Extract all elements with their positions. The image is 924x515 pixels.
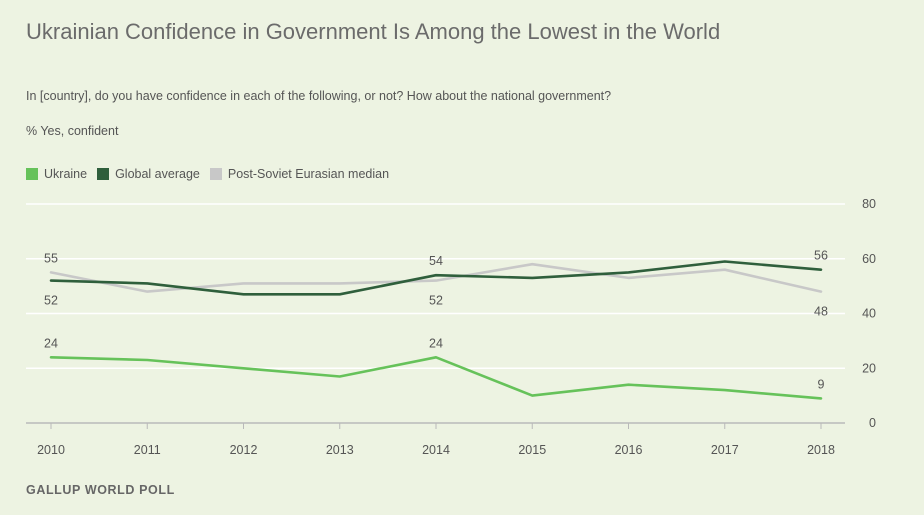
x-tick-label: 2015 [518,443,546,457]
x-tick-label: 2012 [230,443,258,457]
data-label: 54 [429,254,443,268]
series-line-global-average [49,260,823,296]
legend-swatch-global-average [97,168,110,180]
data-label: 48 [814,305,828,319]
legend-label-global-average: Global average [115,167,200,181]
y-tick-label: 0 [869,416,876,430]
series-line-ukraine [49,355,823,400]
chart-subtitle: In [country], do you have confidence in … [26,89,612,103]
series-line-post-soviet-eurasian-median [49,262,823,293]
x-tick-label: 2016 [615,443,643,457]
data-label: 52 [429,294,443,308]
y-tick-label: 80 [862,197,876,211]
legend-swatch-post-soviet-median [209,168,222,180]
x-tick-label: 2018 [807,443,835,457]
data-label: 9 [818,377,825,391]
data-label: 56 [814,249,828,263]
legend-label-ukraine: Ukraine [44,167,88,181]
legend-item-ukraine: Ukraine [26,167,87,181]
legend-item-global-average: Global average [97,167,200,181]
data-label: 24 [429,336,443,350]
legend-item-post-soviet-median: Post-Soviet Eurasian median [209,167,390,181]
x-tick-label: 2013 [326,443,354,457]
legend-label-post-soviet-median: Post-Soviet Eurasian median [227,167,390,181]
legend-swatch-ukraine [26,168,38,180]
x-tick-label: 2014 [422,443,450,457]
x-tick-label: 2010 [37,443,65,457]
legend: Ukraine Global average Post-Soviet Euras… [26,167,389,181]
unit-label: % Yes, confident [26,124,119,138]
data-label: 55 [44,251,58,265]
y-tick-label: 60 [862,252,876,266]
x-tick-label: 2017 [711,443,739,457]
data-label: 24 [44,336,58,350]
y-tick-label: 40 [862,307,876,321]
x-tick-label: 2011 [134,443,161,457]
data-label: 52 [44,294,58,308]
y-tick-label: 20 [862,361,876,375]
chart-title: Ukrainian Confidence in Government Is Am… [26,19,721,44]
source-label: GALLUP WORLD POLL [26,483,175,497]
